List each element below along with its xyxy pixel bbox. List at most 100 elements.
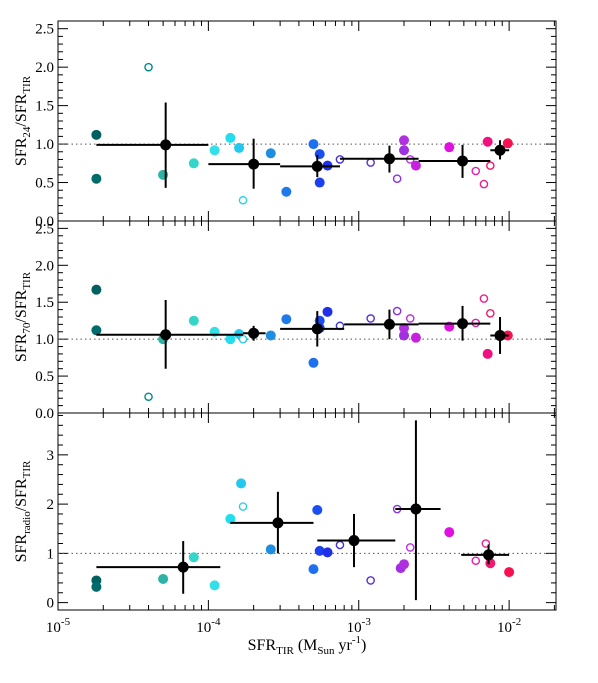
data-point <box>91 581 102 592</box>
data-point <box>225 513 236 524</box>
data-point <box>188 158 199 169</box>
data-point <box>91 173 102 184</box>
bin-mean-point <box>383 318 395 330</box>
y-axis-title: SFRradio/SFRTIR <box>13 460 33 562</box>
x-tick-label: 10-3 <box>347 616 372 636</box>
data-point <box>322 547 333 558</box>
data-point <box>281 186 292 197</box>
data-point <box>479 179 489 189</box>
data-point <box>322 306 333 317</box>
y-tick-label: 2.0 <box>35 258 54 274</box>
data-point <box>392 174 402 183</box>
panel-bottom: 0 1 2 3 SFRradio/SFRTIR <box>13 412 557 612</box>
x-tick-label: 10-2 <box>497 616 521 636</box>
data-point <box>312 505 323 516</box>
data-point <box>482 348 493 359</box>
panels: 0.0 0.5 1.0 1.5 2.0 2.5 SFR24/SFRTIR 0.0 0.5 1.0 1… <box>13 20 557 657</box>
data-point <box>444 142 455 153</box>
y-tick-label: 1.0 <box>35 137 54 153</box>
data-point <box>405 543 415 552</box>
data-point <box>225 334 236 345</box>
data-point <box>444 527 455 538</box>
data-point <box>265 544 276 555</box>
data-point <box>308 564 319 575</box>
y-tick-label: 1.0 <box>35 332 54 348</box>
data-point <box>366 576 375 585</box>
x-axis-title: SFRTIR (MSun yr-1) <box>248 634 367 657</box>
data-point <box>225 132 236 143</box>
bin-mean-point <box>457 155 469 167</box>
data-point <box>399 559 410 570</box>
data-point <box>471 556 481 566</box>
y-tick-label: 0.5 <box>35 369 54 385</box>
data-point <box>158 573 169 584</box>
data-point <box>91 284 102 295</box>
data-point <box>392 306 402 316</box>
bin-mean-point <box>348 535 360 547</box>
panel-frame <box>57 20 557 222</box>
bin-mean-point <box>272 517 284 529</box>
data-point <box>399 145 410 156</box>
data-point <box>486 161 495 170</box>
y-tick-label: 3 <box>47 448 55 464</box>
data-point <box>502 138 513 149</box>
data-point <box>236 478 247 489</box>
panel-frame <box>57 220 557 414</box>
data-point <box>366 158 375 167</box>
data-point <box>405 314 415 323</box>
data-point <box>265 330 276 341</box>
y-tick-label: 0.0 <box>35 214 54 230</box>
bin-mean-point <box>483 549 495 561</box>
bin-mean-point <box>248 158 260 170</box>
y-tick-label: 1 <box>47 546 55 562</box>
y-tick-label: 1.5 <box>35 99 54 115</box>
data-point <box>482 136 493 147</box>
data-point <box>314 149 325 160</box>
data-point <box>188 315 199 326</box>
data-point <box>410 160 421 171</box>
data-point <box>486 309 495 318</box>
data-point <box>265 148 276 159</box>
y-tick-label: 2.5 <box>35 22 54 38</box>
bin-mean-point <box>311 323 323 335</box>
panel-frame <box>57 412 557 611</box>
data-point <box>209 145 220 156</box>
y-tick-label: 0.0 <box>35 406 54 422</box>
data-point <box>314 177 325 188</box>
bin-mean-point <box>311 160 323 172</box>
data-point <box>399 323 410 334</box>
panel-middle: 0.0 0.5 1.0 1.5 2.0 2.5 SFR70/SFRTIR <box>13 220 557 422</box>
data-point <box>471 166 481 176</box>
data-point <box>366 314 375 323</box>
data-point <box>144 62 153 72</box>
y-axis-title: SFR70/SFRTIR <box>13 271 33 362</box>
y-tick-label: 0.5 <box>35 176 54 192</box>
data-point <box>234 142 245 153</box>
data-point <box>308 139 319 150</box>
data-point <box>91 325 102 336</box>
data-point <box>399 135 410 146</box>
y-tick-label: 0 <box>47 596 55 612</box>
data-point <box>399 330 410 341</box>
data-point <box>209 580 220 591</box>
data-point <box>314 545 325 556</box>
bin-mean-point <box>383 153 395 165</box>
bin-mean-point <box>494 144 506 156</box>
bin-mean-point <box>410 503 422 515</box>
y-axis-title: SFR24/SFRTIR <box>13 75 33 166</box>
data-point <box>335 540 345 550</box>
data-point <box>504 567 515 578</box>
bin-mean-point <box>494 329 506 341</box>
panel-top: 0.0 0.5 1.0 1.5 2.0 2.5 SFR24/SFRTIR <box>13 20 557 230</box>
x-tick-label: 10-4 <box>196 616 221 636</box>
y-tick-label: 2.0 <box>35 60 54 76</box>
y-tick-label: 2 <box>47 497 55 513</box>
x-tick-label: 10-5 <box>46 616 71 636</box>
data-point <box>144 392 153 402</box>
y-tick-label: 2.5 <box>35 221 54 237</box>
data-point <box>479 294 489 303</box>
data-point <box>238 195 248 205</box>
bin-mean-point <box>160 139 172 151</box>
data-point <box>238 334 248 344</box>
